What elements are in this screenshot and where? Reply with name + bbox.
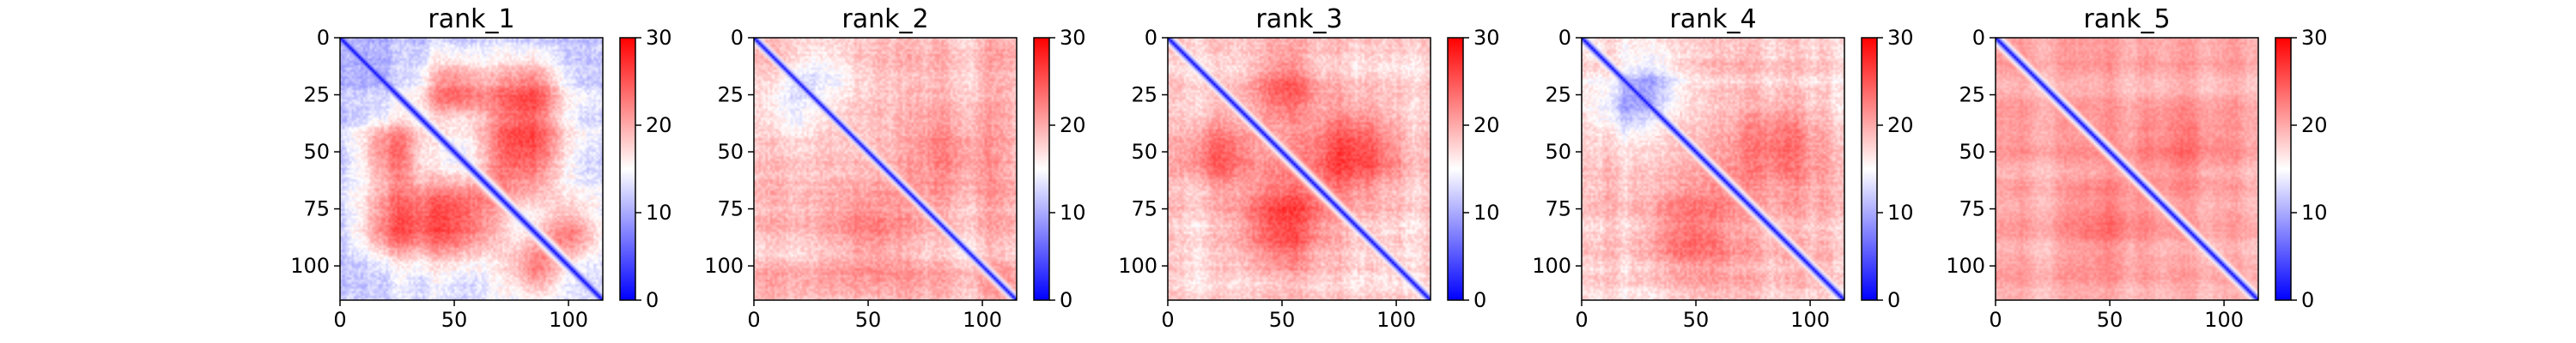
y-tick-label: 0 [1145,26,1157,50]
y-tick-label: 100 [1118,254,1157,278]
y-tick-label: 0 [317,26,330,50]
colorbar-tick-label: 20 [1473,113,1500,137]
colorbar [1447,37,1464,301]
colorbar-tick-label: 20 [1060,113,1086,137]
y-tick-label: 100 [1532,254,1571,278]
y-tick-label: 75 [1545,197,1571,221]
heatmap-image [1996,38,2258,300]
panel-title: rank_5 [2083,4,2170,34]
x-tick-label: 100 [549,308,588,332]
colorbar-tick-label: 30 [646,26,672,50]
heatmap-panel-3: rank_3 0 50 100 0 25 50 75 100 0 10 20 30 [1118,4,1499,332]
y-tick-label: 100 [704,254,744,278]
heatmap-image [754,38,1017,300]
x-tick-label: 0 [333,308,346,332]
y-tick-label: 75 [303,197,330,221]
y-tick-label: 25 [1131,83,1157,107]
y-tick-label: 50 [1131,140,1157,164]
x-tick-label: 0 [747,308,760,332]
y-tick-label: 50 [717,140,744,164]
x-tick-label: 100 [1790,308,1830,332]
heatmap-image [340,38,603,300]
heatmap-image [1168,38,1431,300]
plot-frame [1581,37,1845,301]
panel-title: rank_4 [1669,4,1756,34]
heatmap-panel-2: rank_2 0 50 100 0 25 50 75 100 0 10 20 30 [704,4,1085,332]
colorbar [2275,37,2292,301]
y-tick-label: 75 [717,197,744,221]
y-tick-label: 25 [1959,83,1985,107]
y-tick-label: 50 [1545,140,1571,164]
y-tick-label: 25 [717,83,744,107]
y-tick-label: 0 [731,26,744,50]
plot-frame [1995,37,2259,301]
colorbar [619,37,636,301]
y-tick-label: 0 [1972,26,1985,50]
x-tick-label: 50 [1683,308,1710,332]
colorbar-tick-label: 10 [646,201,672,225]
colorbar-tick-label: 20 [2301,113,2328,137]
heatmap-image [1582,38,1844,300]
panel-title: rank_2 [841,4,928,34]
colorbar-tick-label: 10 [1887,201,1914,225]
x-tick-label: 0 [1575,308,1588,332]
x-tick-label: 0 [1989,308,2002,332]
x-tick-label: 100 [1376,308,1416,332]
y-tick-label: 100 [1946,254,1985,278]
colorbar-tick-label: 30 [1060,26,1086,50]
panel-title: rank_3 [1255,4,1342,34]
colorbar-tick-label: 20 [646,113,672,137]
x-tick-label: 100 [2204,308,2244,332]
colorbar-tick-label: 30 [1473,26,1500,50]
x-tick-label: 0 [1161,308,1174,332]
x-tick-label: 50 [2097,308,2123,332]
plot-frame [339,37,604,301]
x-tick-label: 100 [963,308,1002,332]
y-tick-label: 100 [290,254,330,278]
colorbar-tick-label: 0 [1473,288,1486,312]
colorbar-tick-label: 30 [1887,26,1914,50]
y-tick-label: 50 [1959,140,1985,164]
colorbar [1033,37,1050,301]
heatmap-panel-4: rank_4 0 50 100 0 25 50 75 100 0 10 20 30 [1532,4,1913,332]
colorbar-tick-label: 0 [646,288,659,312]
colorbar-tick-label: 10 [1060,201,1086,225]
colorbar-tick-label: 10 [1473,201,1500,225]
colorbar-tick-label: 0 [2301,288,2314,312]
y-tick-label: 50 [303,140,330,164]
x-tick-label: 50 [855,308,882,332]
y-tick-label: 25 [1545,83,1571,107]
plot-frame [1167,37,1431,301]
colorbar-tick-label: 20 [1887,113,1914,137]
colorbar-tick-label: 10 [2301,201,2328,225]
heatmap-panel-1: rank_1 0 50 100 0 25 50 75 100 0 10 20 30 [290,4,671,332]
heatmap-panel-5: rank_5 0 50 100 0 25 50 75 100 0 10 20 30 [1946,4,2327,332]
colorbar [1861,37,1878,301]
y-tick-label: 75 [1959,197,1985,221]
y-tick-label: 0 [1558,26,1571,50]
y-tick-label: 75 [1131,197,1157,221]
x-tick-label: 50 [441,308,468,332]
colorbar-tick-label: 30 [2301,26,2328,50]
colorbar-tick-label: 0 [1887,288,1900,312]
x-tick-label: 50 [1269,308,1296,332]
panel-title: rank_1 [428,4,514,34]
plot-frame [753,37,1018,301]
colorbar-tick-label: 0 [1060,288,1072,312]
y-tick-label: 25 [303,83,330,107]
